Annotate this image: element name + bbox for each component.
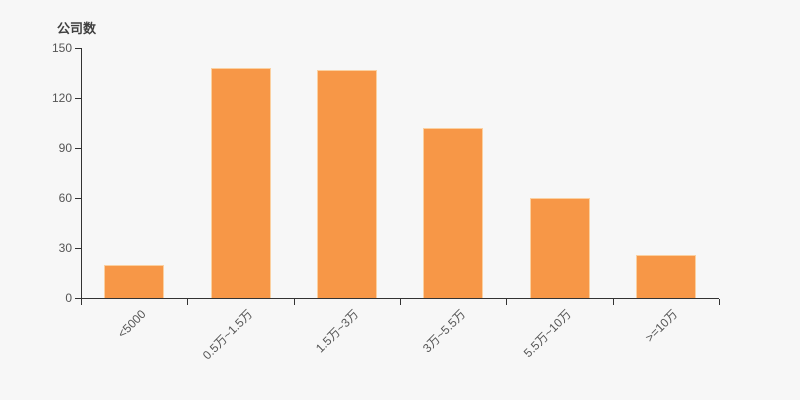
- x-tick-label: 1.5万~3万: [313, 307, 362, 356]
- x-tick-mark: [187, 299, 189, 305]
- bar[interactable]: [423, 128, 484, 298]
- y-tick-label: 60: [58, 191, 72, 205]
- x-tick-mark: [612, 299, 614, 305]
- x-tick-mark: [506, 299, 508, 305]
- y-axis-line: [81, 48, 82, 299]
- y-tick-mark: [75, 148, 81, 149]
- y-tick-mark: [75, 48, 81, 49]
- x-tick-mark: [293, 299, 295, 305]
- bar[interactable]: [210, 68, 271, 298]
- y-tick-mark: [75, 198, 81, 199]
- y-tick-mark: [75, 298, 81, 299]
- bar[interactable]: [529, 198, 590, 298]
- x-tick-label: <5000: [115, 307, 150, 341]
- x-tick-label: 5.5万~10万: [521, 307, 575, 361]
- x-axis-line: [81, 298, 719, 299]
- x-tick-mark: [400, 299, 401, 305]
- y-tick-mark: [75, 248, 81, 249]
- y-axis-title: 公司数: [57, 21, 97, 36]
- bar[interactable]: [104, 264, 165, 298]
- bar[interactable]: [316, 69, 377, 298]
- x-tick-label: >=10万: [643, 307, 681, 345]
- y-tick-label: 120: [51, 91, 72, 105]
- y-tick-label: 150: [51, 41, 72, 55]
- x-tick-mark: [719, 299, 720, 305]
- x-tick-label: 3万~5.5万: [419, 307, 469, 356]
- y-tick-label: 90: [58, 141, 72, 155]
- x-tick-label: 0.5万~1.5万: [199, 307, 256, 363]
- bar[interactable]: [635, 254, 696, 298]
- x-tick-mark: [81, 299, 82, 305]
- y-tick-label: 30: [58, 241, 72, 255]
- y-tick-label: 0: [65, 291, 72, 305]
- y-tick-mark: [75, 98, 81, 99]
